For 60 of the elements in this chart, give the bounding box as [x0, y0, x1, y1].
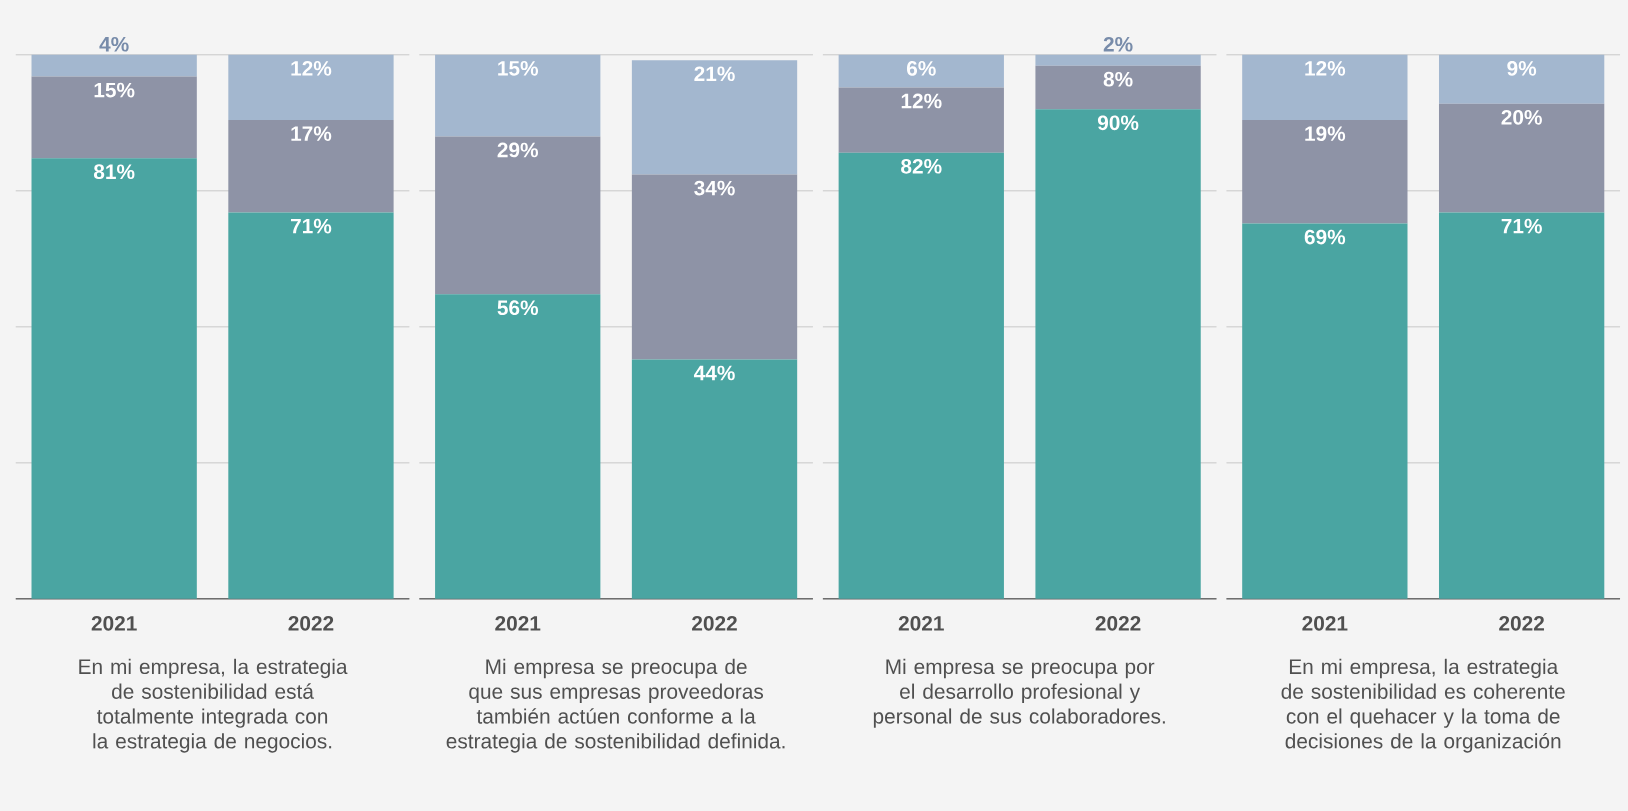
bar [1242, 120, 1408, 224]
bar [31, 54, 197, 77]
data-label: 44% [693, 365, 735, 381]
bar [435, 54, 601, 137]
data-label: 15% [498, 60, 539, 76]
x-tick-label: 2021 [91, 615, 137, 631]
x-axis-title: En mi empresa, la estrategia de sostenibilidad es coherente con el quehacer y la toma de decisiones de la organización [1281, 658, 1565, 753]
bar [228, 212, 394, 599]
x-tick-label: 2022 [692, 615, 737, 631]
x-axis-title: Mi empresa se preocupa de que sus empresas proveedoras también actúen conforme a la estrategia de sostenibilidad definida. [446, 658, 785, 753]
x-tick-label: 2022 [1499, 615, 1544, 631]
data-label: 69% [1304, 229, 1346, 245]
bar [435, 294, 601, 599]
bar [838, 54, 1004, 88]
data-label: 71% [291, 218, 332, 234]
bar [1438, 212, 1605, 599]
data-label: 15% [94, 82, 135, 98]
data-label: 34% [694, 180, 735, 196]
x-tick-label: 2022 [288, 615, 334, 631]
bar [31, 76, 197, 159]
bar [1438, 103, 1605, 213]
bar [228, 120, 394, 213]
bar [631, 174, 798, 360]
x-tick-label: 2022 [1095, 615, 1141, 631]
data-label: 71% [1501, 218, 1542, 234]
data-label: 82% [901, 158, 942, 174]
bar [838, 152, 1004, 599]
data-label: 6% [906, 60, 936, 76]
x-axis-title: Mi empresa se preocupa por el desarrollo profesional y personal de sus colaboradores. [873, 658, 1165, 728]
data-label: 4% [99, 36, 129, 52]
bar [1242, 54, 1408, 121]
data-label: 56% [497, 300, 539, 316]
data-label: 81% [93, 164, 135, 180]
bar [631, 359, 798, 599]
bar [435, 136, 601, 295]
data-label: 2% [1103, 36, 1133, 52]
bar [1438, 54, 1605, 104]
data-label: 20% [1501, 109, 1542, 125]
x-tick-label: 2021 [1302, 615, 1348, 631]
data-label: 17% [291, 126, 332, 141]
data-label: 12% [1305, 60, 1346, 76]
data-label: 19% [1305, 126, 1346, 141]
data-label: 29% [497, 142, 539, 158]
data-label: 21% [694, 66, 735, 82]
data-label: 90% [1097, 115, 1139, 131]
data-label: 12% [291, 60, 332, 76]
data-label: 9% [1507, 60, 1537, 76]
bar [31, 158, 197, 599]
bar [631, 60, 798, 175]
bar [1035, 109, 1201, 599]
bar [1035, 65, 1201, 110]
data-label: 8% [1103, 71, 1133, 87]
x-tick-label: 2021 [495, 615, 541, 631]
bar [838, 87, 1004, 153]
bar [1242, 223, 1408, 599]
x-tick-label: 2021 [898, 615, 944, 631]
bar [1035, 54, 1201, 66]
bar [228, 54, 394, 121]
data-label: 12% [901, 93, 942, 109]
x-axis-title: En mi empresa, la estrategia de sostenibilidad está totalmente integrada con la estrategia de negocios. [79, 658, 348, 753]
